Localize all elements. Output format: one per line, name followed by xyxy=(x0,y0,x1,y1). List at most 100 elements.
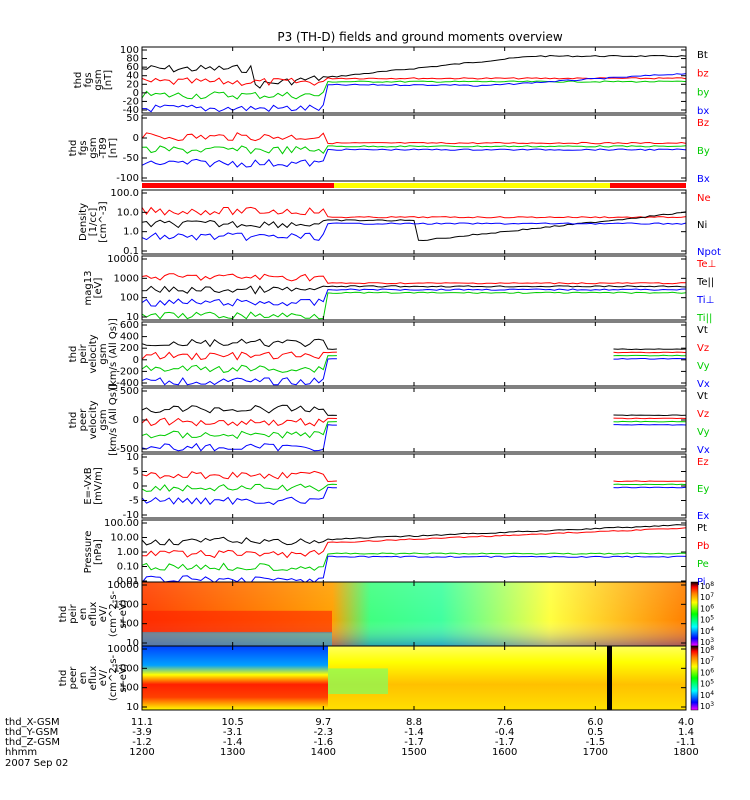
y-tick-label: 100.00 xyxy=(104,518,139,529)
trace-Vz xyxy=(141,351,337,361)
legend-entry: Ex xyxy=(697,511,709,522)
colorbar xyxy=(690,581,699,647)
x-axis-value: 1.4 xyxy=(678,727,694,738)
legend-entry: Te|| xyxy=(696,277,714,288)
x-axis-value: -1.4 xyxy=(223,737,243,748)
x-axis-value: 1800 xyxy=(673,747,698,758)
x-axis-value: 4.0 xyxy=(678,717,694,728)
y-tick-label: 10000 xyxy=(107,644,139,655)
trace-Vy xyxy=(613,354,687,357)
legend-entry: Ey xyxy=(697,484,709,495)
trace-Vt xyxy=(613,348,687,351)
x-axis-value: 0.5 xyxy=(587,727,603,738)
trace-Vt xyxy=(141,404,337,416)
x-axis-row-label: thd_X-GSM xyxy=(5,717,60,728)
y-axis-label: Pressure xyxy=(83,531,94,574)
y-tick-label: 0.1 xyxy=(123,246,139,257)
y-tick-label: -10 xyxy=(123,510,139,521)
y-axis-label: en xyxy=(78,672,89,685)
x-axis-value: -3.1 xyxy=(223,727,243,738)
trace-Vz xyxy=(613,417,687,420)
trace-Pb xyxy=(141,527,687,559)
y-axis-label: gsm xyxy=(98,343,109,364)
x-axis-value: -2.3 xyxy=(314,727,334,738)
y-axis-label: eV/ xyxy=(98,669,109,686)
y-tick-label: 10000 xyxy=(107,580,139,591)
legend-entry: Bx xyxy=(697,174,710,185)
panel-fgs_t89: 50 0 -50 -100 thd fgs gsm -T89 [nT] Bz By Bx xyxy=(68,113,710,185)
x-axis-value: -0.4 xyxy=(495,727,515,738)
x-axis-value: 8.8 xyxy=(406,717,422,728)
y-tick-label: 500 xyxy=(120,386,139,397)
x-axis-value: -1.7 xyxy=(404,737,424,748)
y-axis-label: thd xyxy=(68,140,79,157)
y-axis-label: thd xyxy=(68,346,79,363)
y-axis-label: [nT] xyxy=(103,70,114,90)
x-axis-row-label: thd_Z-GSM xyxy=(5,737,60,748)
legend-entry: Ti⊥ xyxy=(696,295,714,306)
y-axis-label: eflux xyxy=(88,602,99,627)
x-axis-value: -1.1 xyxy=(676,737,696,748)
y-axis-label: thd xyxy=(73,72,84,89)
x-axis-value: 11.1 xyxy=(131,717,153,728)
y-tick-label: -40 xyxy=(123,105,139,116)
legend-entry: Pb xyxy=(697,541,709,552)
legend-entry: Bz xyxy=(697,118,709,129)
trace-Ey xyxy=(141,483,337,492)
y-tick-label: 0.10 xyxy=(117,562,139,573)
y-axis-label: en xyxy=(78,608,89,621)
x-axis-value: 6.0 xyxy=(587,717,603,728)
y-axis-label: gsm xyxy=(93,69,104,90)
y-tick-label: 50 xyxy=(126,113,139,124)
colorbar-label: 105 xyxy=(700,615,714,625)
legend-entry: Vz xyxy=(697,343,709,354)
legend-entry: Vz xyxy=(697,409,709,420)
y-tick-label: 10 xyxy=(126,638,139,649)
legend-entry: Vt xyxy=(697,391,708,402)
trace-Pi xyxy=(141,555,687,584)
trace-Vx xyxy=(613,357,687,360)
legend-entry: Vy xyxy=(697,361,710,372)
legend-entry: Vy xyxy=(697,427,710,438)
trace-Pt xyxy=(141,524,687,546)
legend-entry: Pi xyxy=(697,577,706,588)
spectrogram-green-patch xyxy=(328,668,388,694)
trace-Te|| xyxy=(141,285,687,295)
panel-efield: 10 5 0 -5 -10 E=-VxB [mV/m] Ez Ey Ex xyxy=(83,452,709,522)
y-axis-label: peer xyxy=(78,408,89,432)
y-tick-label: -400 xyxy=(116,378,139,389)
colorbar-label: 103 xyxy=(700,701,714,711)
y-tick-label: 10.0 xyxy=(117,207,139,218)
trace-by xyxy=(141,80,687,100)
y-tick-label: -500 xyxy=(116,444,139,455)
x-axis-value: 1700 xyxy=(583,747,608,758)
trace-Vz xyxy=(141,417,337,427)
trace-Vy xyxy=(141,421,337,440)
legend-entry: Ez xyxy=(697,457,709,468)
y-tick-label: -50 xyxy=(123,153,139,164)
y-axis-label: (cm^2-s- xyxy=(108,654,119,701)
legend-entry: Ni xyxy=(697,220,707,231)
legend-entry: bx xyxy=(697,106,709,117)
y-tick-label: -5 xyxy=(129,496,139,507)
x-axis-row-label: thd_Y-GSM xyxy=(5,727,58,738)
trace-Npot xyxy=(141,222,687,242)
panel-frame xyxy=(141,321,687,387)
trace-Ni xyxy=(141,211,687,242)
trace-Ne xyxy=(141,206,687,219)
colorbar-label: 103 xyxy=(700,637,714,647)
legend-entry: Ne xyxy=(697,193,711,204)
y-axis-label: fgs xyxy=(78,140,89,155)
colorbar-label: 107 xyxy=(700,592,714,602)
y-tick-label: 100 xyxy=(120,619,139,630)
y-tick-label: -20 xyxy=(123,96,139,107)
trace-Bt xyxy=(141,54,687,89)
colorbar xyxy=(690,645,699,711)
y-tick-label: 60 xyxy=(126,62,139,73)
legend-entry: bz xyxy=(697,69,709,80)
x-axis-value: 1200 xyxy=(129,747,154,758)
trace-Ez xyxy=(141,470,337,483)
y-tick-label: 100 xyxy=(120,45,139,56)
y-axis-label: thd xyxy=(58,606,69,623)
